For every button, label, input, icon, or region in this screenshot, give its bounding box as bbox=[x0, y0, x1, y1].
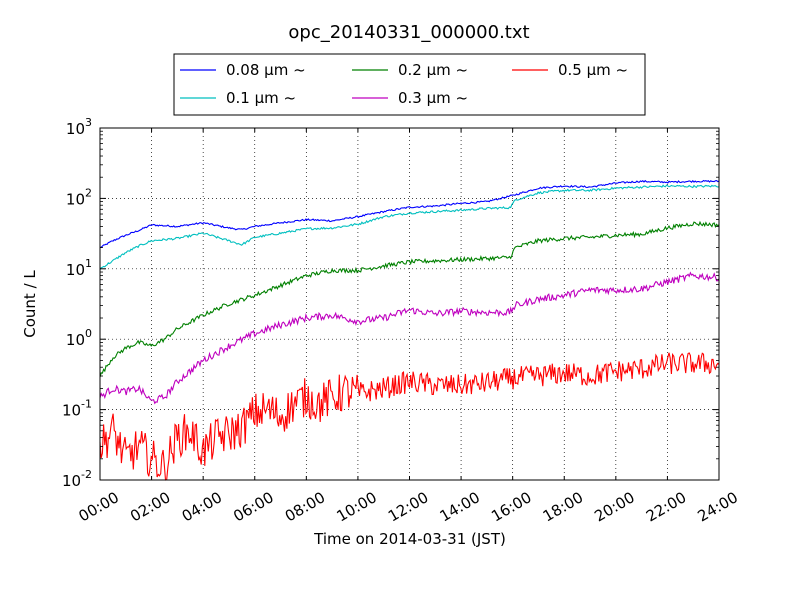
y-axis-label: Count / L bbox=[21, 270, 39, 338]
legend: 0.08 μm ~ 0.1 μm ~ 0.2 μm ~ 0.3 μm ~ 0.5 μm … bbox=[173, 53, 646, 116]
y-tick-label: 10-2 bbox=[62, 468, 92, 490]
y-tick-label: 100 bbox=[66, 327, 92, 349]
y-tick-label: 103 bbox=[66, 116, 92, 138]
series-line-1 bbox=[99, 184, 719, 270]
plot-series bbox=[99, 179, 720, 481]
legend-label-1: 0.1 μm ~ bbox=[226, 89, 296, 107]
series-line-2 bbox=[99, 220, 720, 378]
chart-title: opc_20140331_000000.txt bbox=[288, 22, 529, 43]
y-tick-label: 101 bbox=[66, 257, 92, 279]
series-line-4 bbox=[99, 352, 720, 481]
legend-label-4: 0.5 μm ~ bbox=[558, 61, 628, 79]
series-line-0 bbox=[100, 179, 720, 248]
legend-label-3: 0.3 μm ~ bbox=[398, 89, 468, 107]
y-tick-label: 102 bbox=[66, 186, 92, 208]
legend-label-0: 0.08 μm ~ bbox=[226, 61, 306, 79]
legend-box bbox=[173, 53, 646, 116]
x-axis-label: Time on 2014-03-31 (JST) bbox=[313, 530, 506, 548]
legend-label-2: 0.2 μm ~ bbox=[398, 61, 468, 79]
series-line-3 bbox=[99, 271, 720, 405]
grid-lines bbox=[100, 128, 719, 480]
y-tick-label: 10-1 bbox=[62, 398, 92, 420]
